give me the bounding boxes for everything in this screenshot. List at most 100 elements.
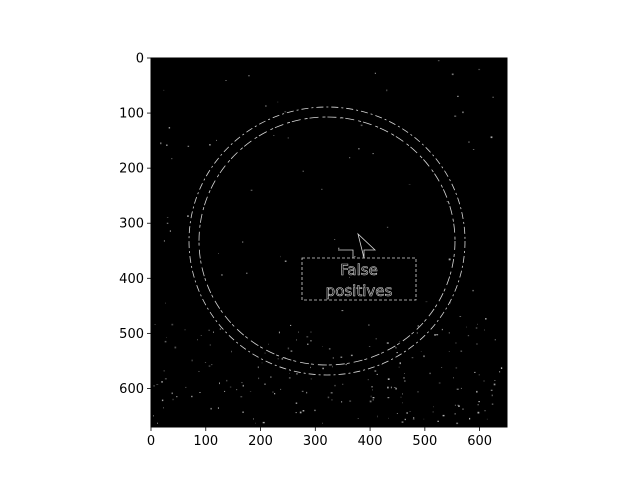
noise-speck (404, 418, 406, 421)
noise-speck (438, 382, 441, 384)
noise-speck (296, 373, 298, 375)
noise-speck (448, 332, 450, 334)
noise-speck (458, 405, 460, 407)
noise-speck (404, 380, 406, 382)
noise-speck (187, 215, 189, 217)
noise-speck (302, 410, 305, 412)
noise-speck (287, 137, 289, 139)
noise-speck (395, 347, 397, 349)
noise-speck (362, 255, 364, 257)
noise-speck (280, 255, 281, 258)
noise-speck (261, 362, 263, 364)
annotation-line2: positives (326, 282, 393, 300)
noise-speck (302, 170, 304, 172)
y-tick-label: 400 (119, 272, 144, 287)
noise-speck (278, 331, 280, 334)
noise-speck (242, 384, 244, 387)
noise-speck (327, 396, 330, 399)
noise-speck (499, 371, 501, 373)
noise-speck (211, 364, 213, 366)
noise-speck (277, 101, 279, 103)
noise-speck (219, 328, 222, 330)
noise-speck (358, 148, 360, 150)
noise-speck (390, 386, 392, 389)
x-tick-label: 500 (412, 434, 437, 449)
noise-speck (310, 378, 313, 380)
noise-speck (290, 350, 293, 352)
y-tick-label: 600 (119, 382, 144, 397)
noise-speck (474, 371, 476, 373)
noise-speck (284, 111, 287, 113)
noise-speck (236, 389, 238, 391)
noise-speck (468, 141, 470, 143)
noise-speck (368, 346, 371, 347)
noise-speck (401, 421, 404, 423)
noise-speck (417, 325, 419, 327)
y-tick-label: 300 (119, 217, 144, 232)
image-background (151, 58, 507, 427)
noise-speck (242, 241, 244, 243)
noise-speck (393, 387, 396, 388)
noise-speck (289, 372, 290, 374)
noise-speck (412, 418, 415, 420)
noise-speck (280, 388, 282, 390)
noise-speck (486, 418, 488, 420)
noise-speck (219, 382, 220, 385)
noise-speck (455, 367, 458, 369)
y-axis: 0 100 200 300 400 500 600 (119, 52, 151, 397)
noise-speck (460, 350, 463, 352)
noise-speck (375, 338, 377, 340)
noise-speck (478, 68, 481, 71)
noise-speck (433, 406, 434, 408)
noise-speck (466, 326, 467, 328)
noise-speck (341, 401, 343, 403)
noise-speck (386, 226, 389, 228)
noise-speck (161, 381, 163, 383)
noise-speck (225, 80, 227, 81)
noise-speck (160, 142, 162, 145)
x-tick-label: 200 (248, 434, 273, 449)
noise-speck (349, 276, 350, 278)
noise-speck (334, 239, 336, 240)
noise-speck (492, 96, 494, 98)
noise-speck (396, 413, 398, 414)
noise-speck (321, 188, 323, 190)
noise-speck (330, 392, 333, 394)
noise-speck (472, 289, 474, 292)
noise-speck (494, 339, 496, 341)
noise-speck (490, 136, 493, 139)
edge-noise (153, 60, 503, 425)
noise-speck (459, 316, 462, 317)
y-tick-label: 0 (136, 52, 144, 67)
noise-speck (417, 391, 419, 393)
noise-speck (295, 412, 297, 414)
noise-speck (454, 404, 456, 406)
noise-speck (306, 336, 309, 338)
noise-speck (381, 364, 383, 365)
noise-speck (402, 402, 403, 404)
noise-speck (429, 372, 431, 375)
noise-speck (476, 390, 478, 393)
noise-speck (273, 135, 275, 136)
noise-speck (265, 105, 267, 107)
noise-speck (475, 327, 478, 329)
noise-speck (154, 324, 156, 325)
noise-speck (264, 352, 266, 354)
noise-speck (490, 389, 493, 391)
noise-speck (483, 380, 485, 382)
noise-speck (381, 287, 383, 289)
noise-speck (396, 352, 398, 354)
noise-speck (310, 331, 312, 333)
noise-speck (350, 354, 353, 357)
noise-speck (485, 318, 487, 320)
noise-speck (454, 413, 456, 415)
noise-speck (391, 133, 392, 134)
noise-speck (374, 72, 376, 74)
noise-speck (416, 332, 418, 334)
noise-speck (322, 367, 324, 370)
noise-speck (258, 377, 260, 380)
noise-speck (491, 403, 494, 405)
noise-speck (342, 383, 344, 385)
noise-speck (270, 376, 272, 378)
